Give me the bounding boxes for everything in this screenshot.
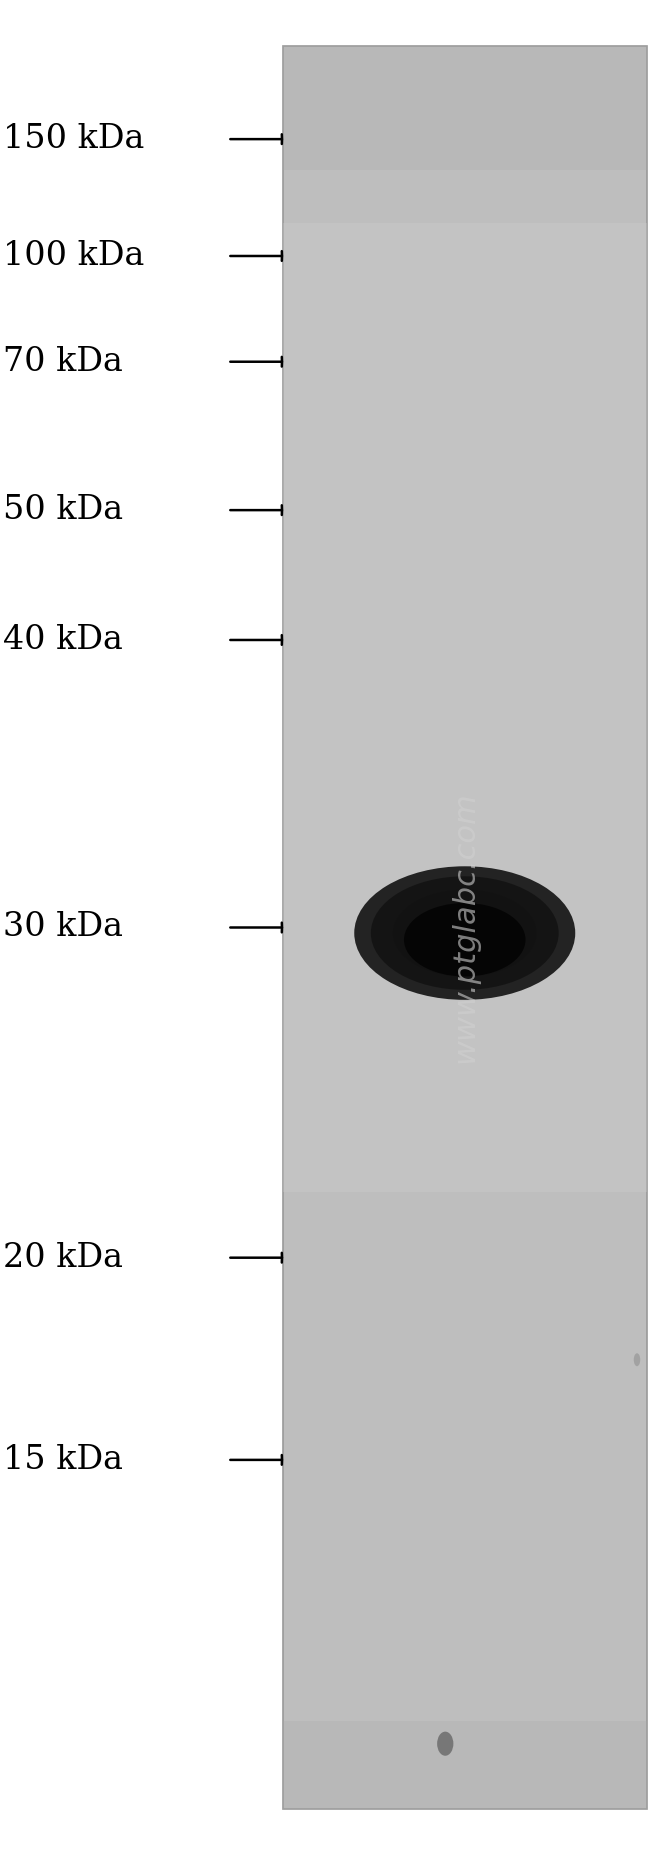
Bar bbox=[283, 46, 647, 1809]
Bar bbox=[283, 1721, 647, 1809]
Ellipse shape bbox=[415, 903, 515, 963]
Text: 30 kDa: 30 kDa bbox=[3, 911, 124, 944]
Bar bbox=[283, 46, 647, 169]
Ellipse shape bbox=[354, 866, 575, 1000]
Text: 150 kDa: 150 kDa bbox=[3, 122, 144, 156]
Text: 100 kDa: 100 kDa bbox=[3, 239, 144, 273]
Text: 15 kDa: 15 kDa bbox=[3, 1443, 124, 1477]
Ellipse shape bbox=[393, 890, 537, 976]
Ellipse shape bbox=[437, 1733, 454, 1755]
Ellipse shape bbox=[370, 876, 558, 991]
Bar bbox=[283, 223, 647, 1191]
Text: 70 kDa: 70 kDa bbox=[3, 345, 123, 378]
Text: www.ptglabc.com: www.ptglabc.com bbox=[450, 792, 479, 1063]
Text: 40 kDa: 40 kDa bbox=[3, 623, 123, 657]
Ellipse shape bbox=[634, 1352, 640, 1365]
Ellipse shape bbox=[404, 903, 525, 976]
Text: 20 kDa: 20 kDa bbox=[3, 1241, 124, 1274]
Text: 50 kDa: 50 kDa bbox=[3, 493, 124, 527]
